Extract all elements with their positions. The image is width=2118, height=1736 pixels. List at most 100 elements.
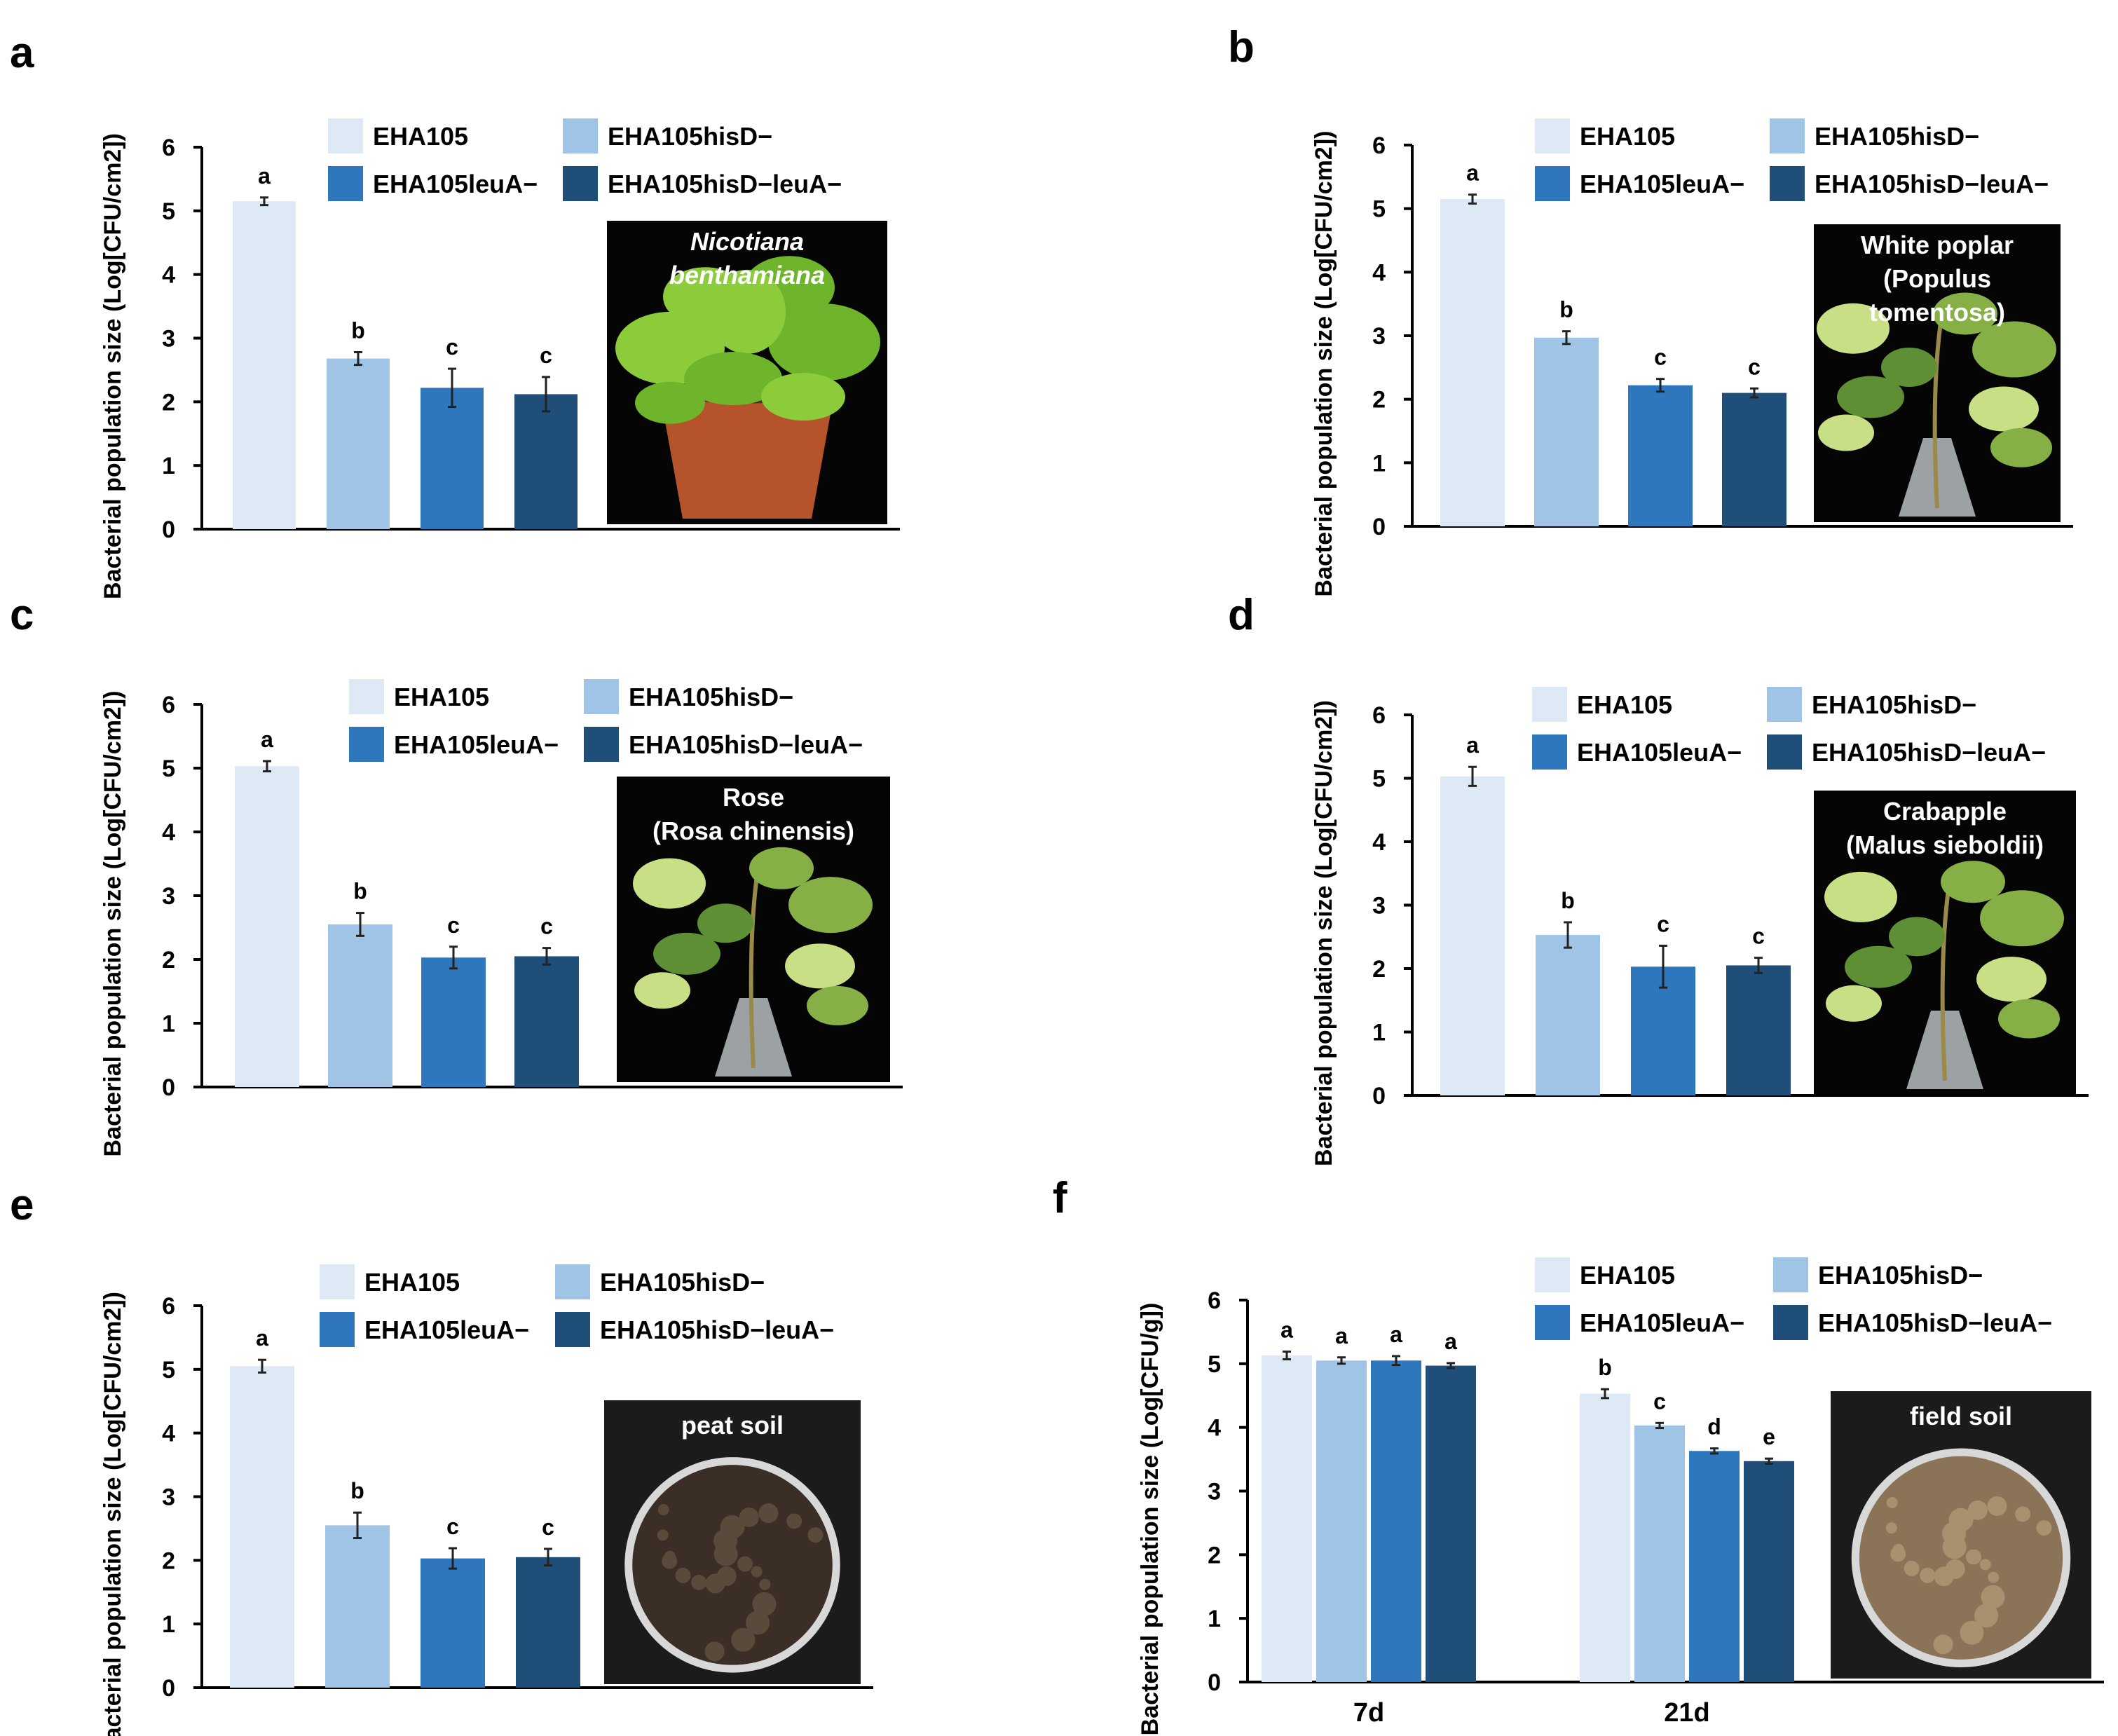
legend-swatch (1773, 1257, 1808, 1292)
soil-clump-icon (739, 1507, 759, 1527)
leaf-icon (1845, 945, 1912, 988)
legend-swatch (584, 679, 619, 714)
panel-label: a (10, 29, 34, 77)
legend-label: EHA105hisD−leuA− (629, 730, 863, 759)
legend-label: EHA105 (1580, 122, 1675, 151)
significance-letter: d (1707, 1414, 1721, 1440)
y-axis-label: Bacterial population size (Log[CFU/cm2]) (1311, 700, 1337, 1166)
legend-label: EHA105hisD− (1818, 1261, 1983, 1290)
bar (1580, 1393, 1630, 1682)
leaf-icon (1998, 999, 2060, 1039)
leaf-icon (1889, 917, 1945, 957)
legend-swatch (328, 166, 363, 201)
leaf-icon (807, 986, 868, 1025)
bar (230, 1366, 294, 1688)
y-tick-label: 3 (1372, 323, 1386, 350)
soil-clump-icon (1988, 1571, 2000, 1583)
bar (421, 1558, 485, 1688)
soil-clump-icon (1920, 1567, 1936, 1583)
photo-caption: peat soil (681, 1411, 784, 1440)
soil-clump-icon (1904, 1560, 1920, 1576)
significance-letter: b (351, 317, 365, 343)
y-tick-label: 0 (162, 1675, 175, 1702)
legend-swatch (320, 1264, 355, 1299)
y-tick-label: 3 (162, 883, 175, 910)
photo-caption: field soil (1910, 1402, 2012, 1430)
soil-clump-icon (759, 1578, 771, 1590)
bar (1722, 392, 1786, 526)
y-tick-label: 6 (1372, 702, 1386, 729)
y-tick-label: 2 (1372, 387, 1386, 414)
panel-label: e (10, 1181, 34, 1229)
legend-label: EHA105 (394, 683, 489, 711)
significance-letter: c (542, 1515, 554, 1540)
sample-photo: peat soil (604, 1400, 861, 1684)
y-tick-label: 1 (162, 453, 175, 479)
bar (1726, 965, 1791, 1095)
y-tick-label: 5 (162, 198, 175, 225)
sample-photo: Nicotiana benthamiana (607, 221, 887, 524)
soil-clump-icon (746, 1611, 770, 1635)
y-tick-label: 4 (162, 1421, 175, 1447)
leaf-icon (1972, 321, 2056, 378)
legend-swatch (1773, 1305, 1808, 1340)
soil-clump-icon (1974, 1604, 1999, 1628)
legend-swatch (1770, 118, 1805, 153)
significance-letter: b (350, 1478, 364, 1503)
y-axis-label: Bacterial population size (Log[CFU/cm2]) (1311, 131, 1337, 597)
significance-letter: c (1653, 1388, 1666, 1414)
legend-label: EHA105hisD− (1815, 122, 1979, 151)
legend-label: EHA105 (1580, 1261, 1675, 1290)
soil-clump-icon (761, 1596, 773, 1608)
bar (328, 924, 392, 1087)
legend-label: EHA105leuA− (394, 730, 559, 759)
soil-clump-icon (786, 1513, 802, 1529)
legend-swatch (349, 679, 384, 714)
soil-clump-icon (705, 1573, 725, 1594)
significance-letter: b (353, 879, 367, 904)
soil-clump-icon (1965, 1549, 1981, 1565)
leaf-icon (1817, 303, 1890, 354)
leaf-icon (1990, 428, 2052, 467)
photo-caption: (Rosa chinensis) (653, 816, 854, 845)
significance-letter: a (1444, 1329, 1457, 1354)
legend-swatch (563, 166, 598, 201)
significance-letter: c (540, 343, 552, 368)
bar (1628, 385, 1693, 526)
significance-letter: a (1280, 1318, 1293, 1343)
legend-swatch (1767, 687, 1802, 722)
significance-letter: c (1748, 354, 1761, 379)
significance-letter: c (1752, 924, 1765, 949)
y-tick-label: 6 (162, 135, 175, 161)
legend-label: EHA105leuA− (1580, 1308, 1744, 1337)
bar (1440, 776, 1505, 1095)
leaf-icon (749, 847, 814, 889)
legend-swatch (1535, 118, 1570, 153)
y-tick-label: 3 (1372, 893, 1386, 920)
leaf-icon (1826, 985, 1882, 1022)
leaf-icon (1837, 376, 1904, 418)
y-tick-label: 5 (1208, 1351, 1221, 1378)
chart-panel-b: b 0 1 2 3 4 5 6 Bacterial population size (Log[C… (1228, 23, 2073, 596)
legend-label: EHA105hisD− (600, 1268, 765, 1297)
soil-clump-icon (691, 1574, 707, 1590)
soil-clump-icon (758, 1503, 779, 1524)
leaf-icon (1881, 348, 1937, 387)
bar (325, 1525, 390, 1688)
bar (1634, 1425, 1685, 1682)
y-tick-label: 5 (1372, 766, 1386, 793)
soil-clump-icon (662, 1553, 678, 1569)
bar (1262, 1355, 1312, 1682)
legend-swatch (349, 727, 384, 762)
legend-label: EHA105hisD− (608, 122, 772, 151)
legend-swatch (584, 727, 619, 762)
y-tick-label: 6 (162, 692, 175, 718)
leaf-icon (768, 303, 880, 381)
soil-icon (1859, 1456, 2063, 1660)
soil-clump-icon (1960, 1620, 1984, 1645)
leaf-icon (1976, 957, 2047, 1002)
chart-panel-e: e 0 1 2 3 4 5 6 Bacterial population size (Log[C… (10, 1181, 873, 1736)
y-tick-label: 2 (1372, 956, 1386, 983)
leaf-icon (1969, 386, 2039, 432)
